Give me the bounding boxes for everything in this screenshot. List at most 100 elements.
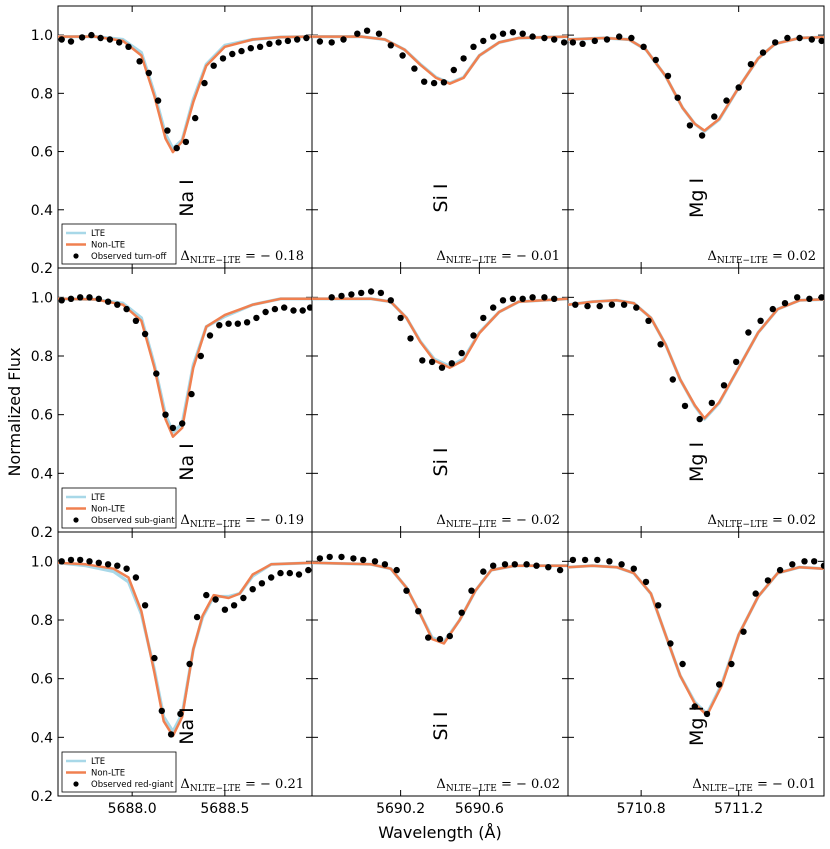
observed-point [106,36,114,43]
observed-point [533,562,540,569]
observed-point [173,144,180,152]
observed-point [480,37,487,45]
observed-point [151,654,158,662]
observed-point [698,132,706,139]
legend-swatch [73,517,79,523]
observed-point [338,292,345,300]
observed-point [290,307,297,314]
observed-point [104,298,112,305]
observed-point [419,357,426,364]
series-nlte-line [58,35,312,154]
series-nlte-line [58,561,312,738]
observed-point [286,569,293,577]
observed-point [375,30,383,37]
observed-point [818,294,824,301]
observed-point [716,681,723,688]
observed-point [620,301,628,308]
observed-point [652,56,659,64]
observed-point [708,399,715,407]
line-label: Mg I [686,706,708,746]
observed-point [603,36,611,43]
observed-point [686,122,694,129]
panel-frame [567,531,825,797]
observed-point [421,78,428,85]
observed-point [284,37,292,45]
observed-point [616,33,623,40]
panel-r1-sii: Si I ΔNLTE−LTE = − 0.01 [311,5,569,269]
observed-point [221,606,229,613]
y-tick-label: 0.8 [31,349,53,365]
observed-point [733,358,740,366]
x-tick-label: 5710.8 [617,801,666,817]
delta-nlte-lte-label: ΔNLTE−LTE = − 0.02 [436,513,560,530]
observed-point [256,43,264,50]
panel-data [58,294,312,438]
observed-point [657,341,664,348]
observed-point [371,558,379,565]
observed-point [358,289,365,297]
legend-lte: LTE [66,757,105,767]
observed-point [186,660,193,668]
observed-point [642,578,650,586]
panel-data [568,294,824,423]
series-lte-line [568,35,824,133]
observed-point [141,602,149,609]
observed-point [541,294,548,301]
y-tick-label: 0.6 [31,145,53,161]
observed-point [752,590,759,597]
y-tick-label: 0.8 [31,613,53,629]
line-label: Mg I [686,178,708,218]
series-lte-line [312,561,568,644]
y-tick-label: 1.0 [31,554,53,570]
observed-point [77,556,84,564]
observed-point [403,587,410,594]
panel-r1-mgi: Mg I ΔNLTE−LTE = 0.02 [567,5,825,269]
legend-swatch [73,253,79,259]
observed-point [203,591,210,599]
observed-point [560,39,568,46]
delta-nlte-lte-label: ΔNLTE−LTE = − 0.21 [180,777,304,794]
observed-point [667,640,674,647]
panel-frame [311,267,569,533]
y-tick-label: 0.4 [31,466,53,482]
line-label: Si I [430,184,452,213]
observed-point [529,294,536,301]
observed-point [177,710,184,718]
observed-point [448,360,455,367]
observed-point [230,602,238,609]
observed-point [338,553,345,561]
legend-label: Observed turn-off [91,252,167,262]
observed-point [551,295,558,302]
observed-point [363,27,371,34]
observed-point [192,114,199,122]
observed-point [569,556,577,564]
observed-point [316,38,324,45]
observed-point [511,561,518,568]
observed-point [556,566,564,574]
observed-point [132,574,140,581]
observed-point [86,294,93,301]
legend-label: Observed red-giant [91,780,174,790]
series-nlte-line [58,297,312,438]
observed-point [711,113,718,120]
observed-point [397,314,404,322]
observed-point [114,301,121,308]
panel-data [568,556,824,718]
x-tick-label: 5711.2 [714,801,763,817]
observed-point [681,402,689,410]
observed-point [509,295,517,302]
observed-point [645,317,652,324]
delta-nlte-lte-label: ΔNLTE−LTE = − 0.02 [436,777,560,794]
y-tick-label: 0.4 [31,203,53,219]
observed-point [628,34,635,42]
observed-point [377,289,385,297]
observed-point [490,33,497,40]
observed-point [468,587,475,594]
panel-frame [311,5,569,269]
observed-point [801,558,808,565]
observed-point [811,558,818,565]
observed-point [584,302,591,310]
observed-point [305,566,312,574]
observed-point [210,62,217,69]
